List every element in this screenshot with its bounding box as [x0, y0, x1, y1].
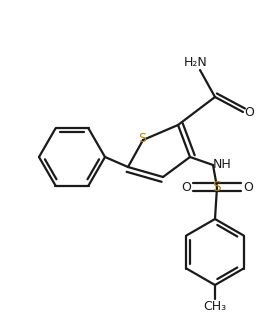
Text: H₂N: H₂N: [184, 56, 208, 68]
Text: O: O: [181, 181, 191, 194]
Text: O: O: [244, 106, 254, 119]
Text: S: S: [138, 132, 146, 144]
Text: S: S: [212, 180, 221, 194]
Text: NH: NH: [212, 157, 231, 171]
Text: CH₃: CH₃: [203, 299, 227, 313]
Text: O: O: [243, 181, 253, 194]
